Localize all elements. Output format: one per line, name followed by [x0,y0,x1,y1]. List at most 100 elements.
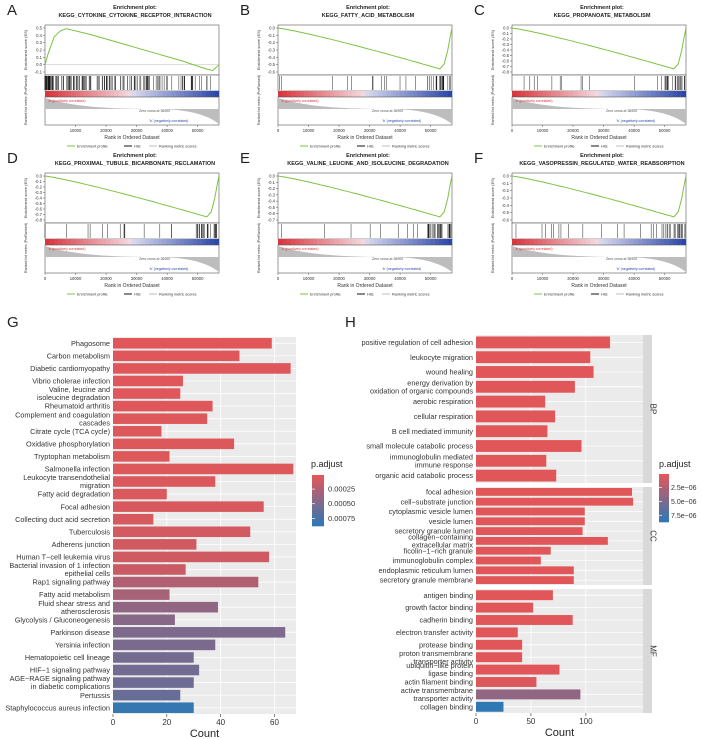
legend-gradient-step [312,490,324,494]
bar [476,590,553,601]
bar [113,664,200,676]
legend-gradient-step [659,500,669,504]
y-tick-label: -0.1 [35,70,43,75]
bar-label: transporter activity [413,694,473,703]
ranking-color-segment [312,239,318,245]
ranking-color-segment [325,239,331,245]
ranking-color-segment [546,239,552,245]
ranking-color-segment [184,91,189,97]
ranking-color-segment [210,239,215,245]
x-tick-label: 60 [270,718,279,727]
x-axis-label: Count [545,727,574,739]
y-tick-label: 0.0 [36,62,42,67]
ranking-color-segment [434,91,440,97]
ranking-color-segment [330,239,335,245]
bar [113,576,259,588]
bar-label: atherosclerosis [61,607,110,616]
ranking-color-segment [179,239,185,245]
ranking-color-segment [179,91,185,97]
bar-label: active transmembrane [401,686,473,695]
y-tick-label: -0.3 [502,196,510,201]
bar-panels: G Phagosome Carbon metabolism Diabetic card… [5,314,696,739]
bar [476,425,548,438]
bar [476,454,547,467]
x-tick-label: 50000 [659,128,671,133]
ranking-color-segment [664,239,669,245]
zero-cross-label: Zero cross at 36900 [139,257,170,261]
x-tick-label: 0 [511,276,514,281]
ranking-color-segment [184,239,189,245]
bar-label: collagen−containing [408,533,473,542]
legend-hits-label: Hits [367,145,374,149]
y-axis-label-bottom: Ranked list metric (PreRanked) [491,223,495,273]
hits-frame [277,74,453,92]
ranking-color-segment [655,91,661,97]
bar-label: Vibrio cholerae infection [32,377,110,386]
y-axis-label-bottom: Ranked list metric (PreRanked) [257,75,261,125]
ranking-color-segment [378,239,383,245]
y-tick-label: -0.2 [502,37,510,42]
ranking-color-segment [559,239,565,245]
legend-gradient-step [312,513,324,517]
ranking-color-segment [412,239,418,245]
bar-label: Citrate cycle (TCA cycle) [30,427,110,436]
negative-label: 'b' (negatively correlated) [382,267,421,271]
ranking-color-segment [512,91,517,97]
ranking-color-segment [58,239,63,245]
bar [113,400,213,412]
bar-label: Human T−cell leukemia virus [16,553,110,562]
bar [476,627,518,638]
ranking-color-segment [175,239,181,245]
legend-metric-label: Ranking metric scores [626,293,664,297]
y-tick-label: -0.4 [502,48,510,53]
ranking-color-segment [672,239,678,245]
ranking-color-segment [88,91,94,97]
positive-label: 'a' (positively correlated) [281,247,319,251]
ranking-color-segment [162,239,168,245]
ranking-color-segment [45,239,50,245]
ranking-color-segment [299,239,305,245]
bar [476,602,534,613]
zero-cross-label: Zero cross at 36900 [372,257,403,261]
bar-label: cellular respiration [414,412,473,421]
ranking-color-segment [149,91,155,97]
legend-gradient-step [312,495,324,499]
legend-hits-label: Hits [367,293,374,297]
ranking-color-segment [317,239,322,245]
legend-gradient-step [312,477,324,481]
enrichment-profile-line [44,28,220,72]
ranking-color-segment [538,239,543,245]
bar-label: B cell mediated immunity [392,427,473,436]
positive-label: 'a' (positively correlated) [281,99,319,103]
ranking-color-segment [365,91,370,97]
x-tick-label: 10000 [70,276,82,281]
ranking-color-segment [655,239,661,245]
ranking-color-segment [45,91,50,97]
x-tick-label: 20000 [100,128,112,133]
y-axis-label-bottom: Ranked list metric (PreRanked) [24,75,28,125]
x-tick-label: 0 [474,717,479,726]
ranking-color-segment [278,239,283,245]
ranking-color-segment [378,91,383,97]
y-tick-label: -0.2 [268,186,276,191]
bar-label: Adherens junction [52,540,110,549]
bar-label: immune response [415,460,473,469]
y-tick-label: 0.0 [503,26,509,31]
ranking-color-segment [343,91,348,97]
ranking-color-segment [114,91,120,97]
ranking-color-segment [607,239,613,245]
ranking-color-segment [192,91,198,97]
bar [476,701,504,712]
y-tick-label: -0.1 [268,33,276,38]
ranking-color-segment [664,91,669,97]
ranking-color-segment [572,91,578,97]
ranking-color-segment [646,239,652,245]
ranking-color-segment [629,239,635,245]
ranking-color-segment [542,91,548,97]
ranking-color-segment [616,239,622,245]
bar-label: ficolin−1−rich granule [404,546,473,555]
legend-gradient-step [312,510,324,514]
ranking-color-segment [408,239,414,245]
bar-label: cascades [79,418,110,427]
ranking-color-segment [145,91,150,97]
